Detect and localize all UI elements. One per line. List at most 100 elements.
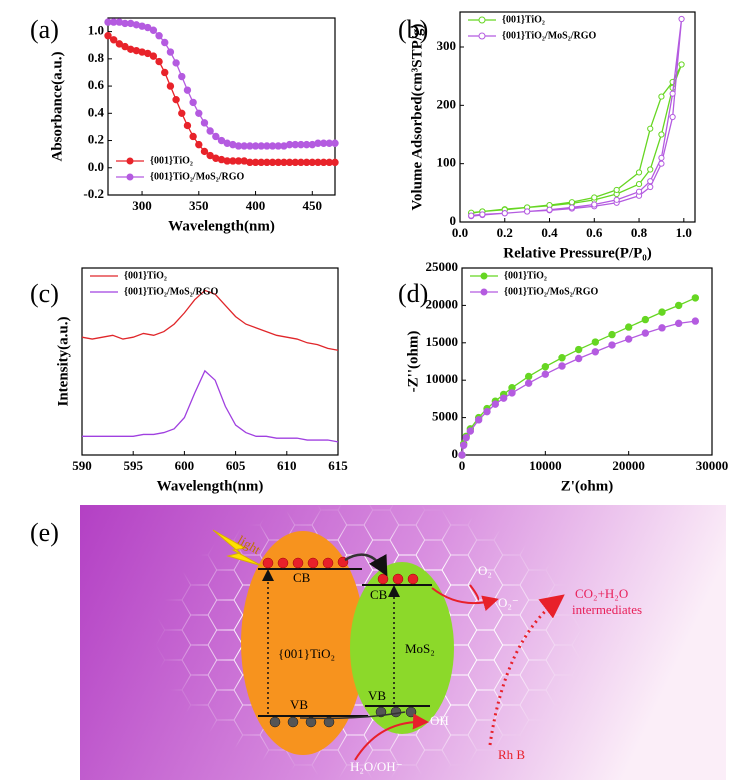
y-axis-title: Volume Adsorbed(cm³STP/g) — [409, 24, 425, 211]
reduction-arrow — [431, 587, 499, 611]
legend-swatch — [478, 16, 486, 24]
y-tick-label: 200 — [437, 96, 457, 111]
x-tick-label: 610 — [277, 458, 297, 473]
data-point — [149, 52, 158, 60]
data-point — [635, 188, 643, 195]
x-tick-label: 0.6 — [586, 225, 603, 240]
panel-e: (e) light CB VB {001}TiO₂ CB VB MoS₂ O₂ … — [30, 500, 726, 780]
x-tick-label: 0.4 — [541, 225, 558, 240]
x-axis-title: Wavelength(nm) — [157, 478, 264, 494]
y-tick-label: 1.0 — [88, 23, 104, 38]
y-tick-label: -0.2 — [83, 186, 104, 201]
data-point — [658, 131, 665, 138]
y-tick-label: 0.8 — [88, 50, 105, 65]
data-point — [524, 379, 533, 387]
data-point — [166, 82, 175, 90]
data-point — [608, 341, 616, 349]
data-point — [669, 90, 676, 97]
legend-swatch — [480, 272, 488, 280]
data-point — [183, 86, 192, 94]
data-point — [178, 109, 186, 118]
chart: (b) 0.0 0.2 0.4 0.6 0.8 1.0 0 100 200 300 Relative … — [398, 11, 696, 261]
electrons — [262, 556, 419, 585]
data-point — [155, 32, 163, 40]
x-tick-label: 590 — [72, 458, 92, 473]
band-label: VB — [368, 688, 386, 703]
data-point — [195, 140, 203, 149]
data-point — [624, 323, 633, 331]
data-point — [613, 186, 620, 194]
data-point — [541, 370, 550, 378]
data-point — [658, 93, 665, 100]
data-point — [546, 206, 553, 213]
data-point — [466, 427, 475, 435]
y-tick-label: 0.4 — [88, 104, 105, 119]
data-point — [541, 363, 550, 371]
data-point — [674, 301, 683, 310]
data-point — [166, 48, 175, 56]
product-label: intermediates — [572, 602, 642, 617]
plot-frame — [459, 11, 696, 223]
species-label: OH — [430, 713, 449, 728]
y-tick-label: 0.2 — [88, 132, 104, 147]
x-tick-label: 450 — [303, 198, 323, 213]
data-point — [200, 147, 209, 156]
x-tick-label: 595 — [123, 458, 143, 473]
data-point — [491, 400, 500, 408]
data-point — [568, 199, 576, 206]
y-axis-title: Intensity(a.u.) — [55, 316, 71, 406]
chart: (a) 300 350 400 450 -0.2 0.0 0.2 0.4 0.6 0.8 1.0 Wav… — [30, 15, 339, 234]
data-point — [635, 169, 643, 176]
data-point — [508, 389, 516, 397]
data-point — [691, 294, 700, 302]
legend-label: {001}TiO₂ — [504, 270, 547, 281]
legend-label: {001}TiO₂ — [150, 155, 193, 166]
light-bolt — [212, 529, 263, 567]
data-point — [104, 32, 112, 40]
y-tick-label: 300 — [437, 38, 457, 53]
data-point — [479, 211, 486, 218]
x-tick-label: 0.0 — [452, 225, 468, 240]
band-label: VB — [290, 697, 308, 712]
legend-swatch — [126, 173, 134, 181]
data-point — [155, 57, 163, 66]
data-point — [647, 178, 654, 185]
legend-label: {001}TiO₂/MoS₂/RGO — [502, 30, 596, 41]
y-axis-title: -Z''(ohm) — [405, 331, 421, 393]
y-tick-label: 10000 — [426, 371, 459, 386]
product-label: CO₂+H₂O — [575, 586, 628, 601]
panel-label: (c) — [30, 279, 59, 308]
x-tick-label: 10000 — [529, 458, 562, 473]
y-tick-label: 0.0 — [88, 159, 104, 174]
data-point — [658, 324, 666, 332]
data-point — [574, 354, 583, 363]
mos2-particle — [350, 562, 454, 734]
data-point — [658, 308, 666, 316]
data-point — [331, 158, 339, 167]
data-point — [189, 98, 197, 107]
y-tick-label: 15000 — [426, 334, 459, 349]
legend-label: {001}TiO₂ — [502, 14, 545, 25]
y-tick-label: 20000 — [426, 296, 459, 311]
data-point — [641, 329, 650, 337]
data-point — [658, 160, 665, 167]
data-point — [558, 362, 566, 370]
data-point — [674, 319, 683, 328]
y-tick-label: 0 — [452, 446, 459, 461]
data-point — [161, 38, 169, 47]
legend-label: {001}TiO₂/MoS₂/RGO — [124, 286, 218, 297]
data-point — [524, 208, 531, 215]
species-label: H₂O/OH⁻ — [350, 759, 403, 774]
x-tick-label: 0.2 — [497, 225, 513, 240]
series-line — [81, 289, 339, 351]
data-point — [678, 61, 685, 68]
series-line — [471, 64, 683, 214]
material-label: {001}TiO₂ — [278, 646, 335, 661]
data-point — [591, 194, 598, 201]
data-point — [635, 180, 643, 188]
x-tick-label: 30000 — [696, 458, 729, 473]
legend-swatch — [480, 288, 488, 296]
data-point — [613, 196, 620, 203]
series-line — [82, 369, 339, 443]
x-tick-label: 400 — [246, 198, 266, 213]
